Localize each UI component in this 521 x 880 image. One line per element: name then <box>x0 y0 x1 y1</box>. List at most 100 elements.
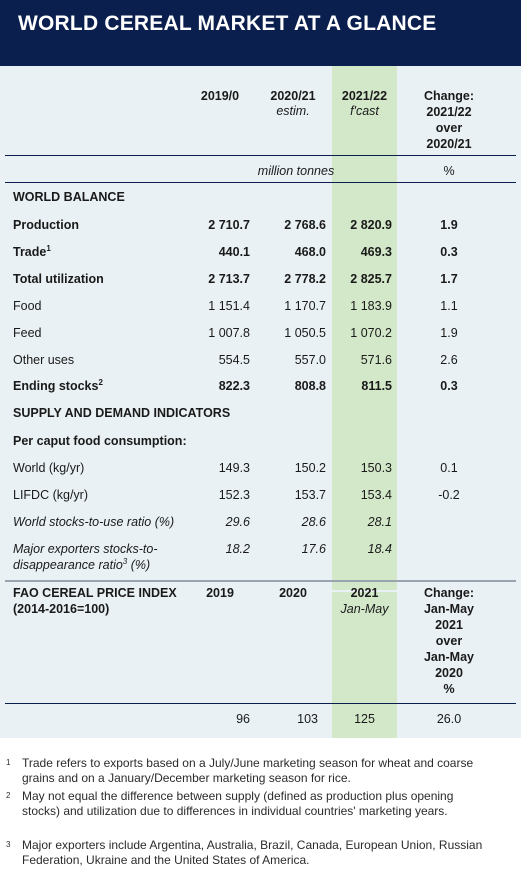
lifdc-kg-2019-0: 152.3 <box>218 488 250 502</box>
feed-2019-0: 1 007.8 <box>208 326 250 340</box>
price-change-line-2: Jan-May <box>423 602 475 616</box>
row-label-lifdc-kg: LIFDC (kg/yr) <box>13 488 88 502</box>
world-kg-change: 0.1 <box>440 461 458 475</box>
major-exporters-2021-22: 18.4 <box>367 542 392 556</box>
footnote-text-2: May not equal the difference between sup… <box>22 789 454 818</box>
price-index-header-2021-period: Jan-May <box>340 602 389 616</box>
price-index-2021: 125 <box>354 712 375 726</box>
other-uses-change: 2.6 <box>440 353 458 367</box>
food-2020-21: 1 170.7 <box>284 299 326 313</box>
price-change-line-3: 2021 <box>435 618 463 632</box>
section-supply-demand: SUPPLY AND DEMAND INDICATORS <box>13 406 231 420</box>
production-2021-22: 2 820.9 <box>350 218 392 232</box>
price-index-label-1: FAO CEREAL PRICE INDEX <box>13 586 177 600</box>
trade-2019-0: 440.1 <box>218 245 250 259</box>
header-change-4: 2020/21 <box>426 137 472 151</box>
ending-stocks-2020-21: 808.8 <box>294 379 326 393</box>
header-divider <box>5 155 516 156</box>
major-exporters-2020-21: 17.6 <box>301 542 326 556</box>
forecast-column-highlight <box>332 66 397 590</box>
lifdc-kg-2021-22: 153.4 <box>360 488 392 502</box>
feed-change: 1.9 <box>440 326 458 340</box>
price-index-header-2020: 2020 <box>279 586 307 600</box>
row-label-stocks-to-use: World stocks-to-use ratio (%) <box>13 515 175 529</box>
stocks-to-use-2019-0: 29.6 <box>225 515 250 529</box>
table-background <box>0 66 521 738</box>
ending-stocks-change: 0.3 <box>440 379 458 393</box>
food-2021-22: 1 183.9 <box>350 299 392 313</box>
feed-2021-22: 1 070.2 <box>350 326 392 340</box>
price-index-change: 26.0 <box>436 712 462 726</box>
row-label-major-exporters-1: Major exporters stocks-to- <box>13 542 158 556</box>
total-utilization-change: 1.7 <box>440 272 458 286</box>
row-label-ending-stocks: Ending stocks2 <box>13 377 103 393</box>
ending-stocks-2019-0: 822.3 <box>218 379 250 393</box>
price-change-line-7: % <box>443 682 455 696</box>
row-label-total-utilization: Total utilization <box>13 272 104 286</box>
section-per-caput: Per caput food consumption: <box>13 434 187 448</box>
food-change: 1.1 <box>440 299 458 313</box>
ending-stocks-2021-22: 811.5 <box>361 379 392 393</box>
footnote-ref-3: 3 <box>122 556 128 566</box>
row-label-feed: Feed <box>13 326 42 340</box>
unit-divider <box>5 182 516 183</box>
price-index-label-2: (2014-2016=100) <box>13 602 110 616</box>
price-index-value-divider <box>5 703 516 704</box>
other-uses-2021-22: 571.6 <box>360 353 392 367</box>
price-change-line-4: over <box>435 634 463 648</box>
production-2020-21: 2 768.6 <box>284 218 326 232</box>
header-change-2: 2021/22 <box>426 105 472 119</box>
price-index-divider <box>5 580 516 582</box>
footnote-mark-1: 1 <box>6 758 11 767</box>
stocks-to-use-2020-21: 28.6 <box>301 515 326 529</box>
section-world-balance: WORLD BALANCE <box>13 190 125 204</box>
footnote-mark-2: 2 <box>6 791 11 800</box>
row-label-food: Food <box>13 299 42 313</box>
header-2020-21-note: estim. <box>276 104 310 118</box>
trade-2021-22: 469.3 <box>360 245 392 259</box>
row-label-trade: Trade1 <box>13 243 51 259</box>
row-label-major-exporters-2: disappearance ratio3 (%) <box>13 556 151 572</box>
trade-2020-21: 468.0 <box>294 245 326 259</box>
footnote-text-3: Major exporters include Argentina, Austr… <box>22 838 483 867</box>
world-kg-2019-0: 149.3 <box>218 461 250 475</box>
other-uses-2020-21: 557.0 <box>294 353 326 367</box>
total-utilization-2020-21: 2 778.2 <box>284 272 326 286</box>
header-2021-22-note: f'cast <box>350 104 379 118</box>
unit-million-tonnes: million tonnes <box>257 164 335 178</box>
footnote-mark-3: 3 <box>6 840 11 849</box>
row-label-other-uses: Other uses <box>13 353 75 367</box>
price-index-header-2019: 2019 <box>206 586 234 600</box>
major-exporters-2019-0: 18.2 <box>225 542 250 556</box>
lifdc-kg-2020-21: 153.7 <box>294 488 326 502</box>
title-banner: WORLD CEREAL MARKET AT A GLANCE <box>0 0 521 66</box>
lifdc-kg-change: -0.2 <box>438 488 460 502</box>
price-change-line-6: 2020 <box>435 666 463 680</box>
production-2019-0: 2 710.7 <box>208 218 250 232</box>
header-2019-0: 2019/0 <box>200 89 240 103</box>
production-change: 1.9 <box>440 218 458 232</box>
page-title: WORLD CEREAL MARKET AT A GLANCE <box>18 12 437 35</box>
price-index-header-2021: 2021 <box>350 586 379 600</box>
price-change-line-1: Change: <box>424 586 474 600</box>
other-uses-2019-0: 554.5 <box>218 353 250 367</box>
price-index-2020: 103 <box>297 712 318 726</box>
world-kg-2020-21: 150.2 <box>294 461 326 475</box>
stocks-to-use-2021-22: 28.1 <box>367 515 392 529</box>
footnote-ref-2: 2 <box>98 377 103 387</box>
row-label-production: Production <box>13 218 79 232</box>
header-change-3: over <box>435 121 463 135</box>
price-index-2019: 96 <box>236 712 250 726</box>
header-change-1: Change: <box>424 89 474 103</box>
price-change-line-5: Jan-May <box>423 650 475 664</box>
footnote-text-1: Trade refers to exports based on a July/… <box>22 756 474 785</box>
footnote-ref-1: 1 <box>46 243 51 253</box>
row-label-world-kg: World (kg/yr) <box>13 461 85 475</box>
world-kg-2021-22: 150.3 <box>360 461 392 475</box>
food-2019-0: 1 151.4 <box>208 299 250 313</box>
total-utilization-2019-0: 2 713.7 <box>208 272 250 286</box>
header-2020-21: 2020/21 <box>270 89 316 103</box>
feed-2020-21: 1 050.5 <box>284 326 326 340</box>
total-utilization-2021-22: 2 825.7 <box>350 272 392 286</box>
price-index-column-highlight <box>332 592 397 738</box>
